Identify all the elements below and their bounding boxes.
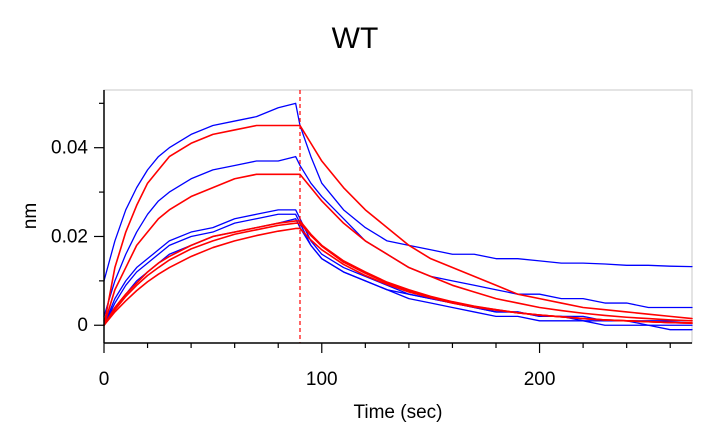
plot-frame (103, 89, 693, 344)
fit-series-9 (103, 227, 693, 327)
chart-title: WT (332, 22, 379, 55)
x-tick-label: 0 (99, 369, 110, 390)
y-tick-label: 0 (77, 315, 88, 336)
measured-series-2 (103, 209, 693, 326)
y-axis-label: nm (20, 203, 41, 229)
x-tick-label: 200 (524, 369, 556, 390)
y-axis-ticks: 0 0.02 0.04 (51, 102, 104, 336)
measured-series-1 (103, 155, 693, 318)
measured-series-4 (103, 218, 693, 322)
y-tick-label: 0.04 (51, 138, 88, 159)
y-tick-label: 0.02 (51, 226, 88, 247)
x-axis-ticks: 0 100 200 (99, 343, 671, 390)
fit-series-5 (103, 124, 693, 327)
fit-series-6 (103, 173, 693, 327)
measured-series-0 (103, 102, 693, 282)
series-layer (103, 102, 693, 331)
x-tick-label: 100 (306, 369, 338, 390)
x-axis-label: Time (sec) (353, 402, 442, 423)
